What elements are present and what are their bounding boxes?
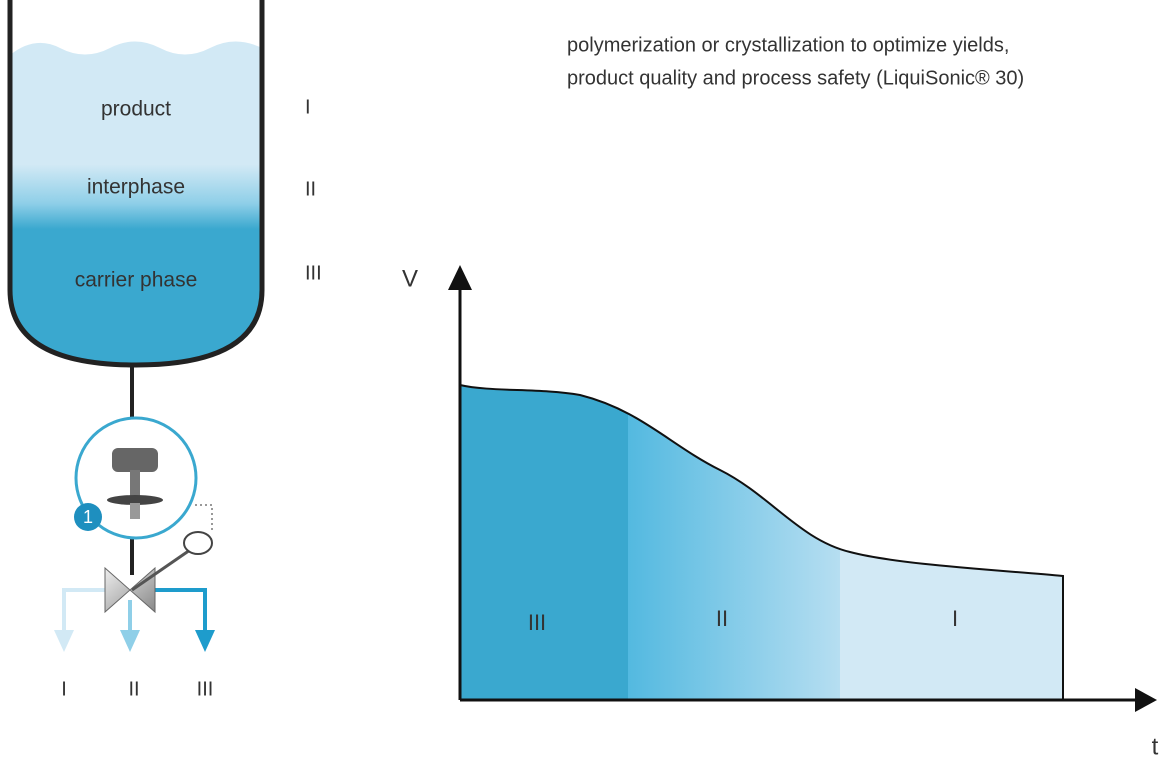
region-iii [460,385,628,700]
valve [104,566,156,614]
layer-label: carrier phase [75,269,198,292]
tank-wall [7,0,265,368]
caption-line: polymerization or crystallization to opt… [567,34,1009,56]
x-axis-label: t [1152,733,1159,760]
region-label: II [716,606,728,631]
sensor-body [130,470,140,498]
tank-fill [10,41,262,365]
phase-label: III [305,262,322,284]
outlet-label: II [128,678,139,700]
outlet-arrow [54,630,74,652]
outlet-pipe [155,588,207,632]
outlet-arrow [120,630,140,652]
badge-label: 1 [83,507,93,527]
y-axis-label: V [402,265,418,292]
valve-lever [131,548,191,592]
outlet-label: I [61,678,67,700]
sensor-head [112,448,158,472]
x-arrow [1135,688,1157,712]
layer-label: interphase [87,176,185,199]
outlet-pipe [62,588,105,632]
outlet-label: III [197,678,214,700]
sensor-probe [130,503,140,519]
layer-label: product [101,98,171,121]
sensor-flange [107,495,163,505]
region-i [840,385,1063,700]
badge [74,503,102,531]
signal-line [195,504,213,532]
caption-line: product quality and process safety (Liqu… [567,67,1024,89]
phase-label: II [305,178,316,200]
region-label: I [952,606,958,631]
y-arrow [448,265,472,290]
area-outline [459,384,1064,700]
region-ii [628,385,840,700]
region-label: III [528,610,546,635]
outlet-arrow [195,630,215,652]
valve-float [183,531,213,555]
phase-label: I [305,96,311,118]
